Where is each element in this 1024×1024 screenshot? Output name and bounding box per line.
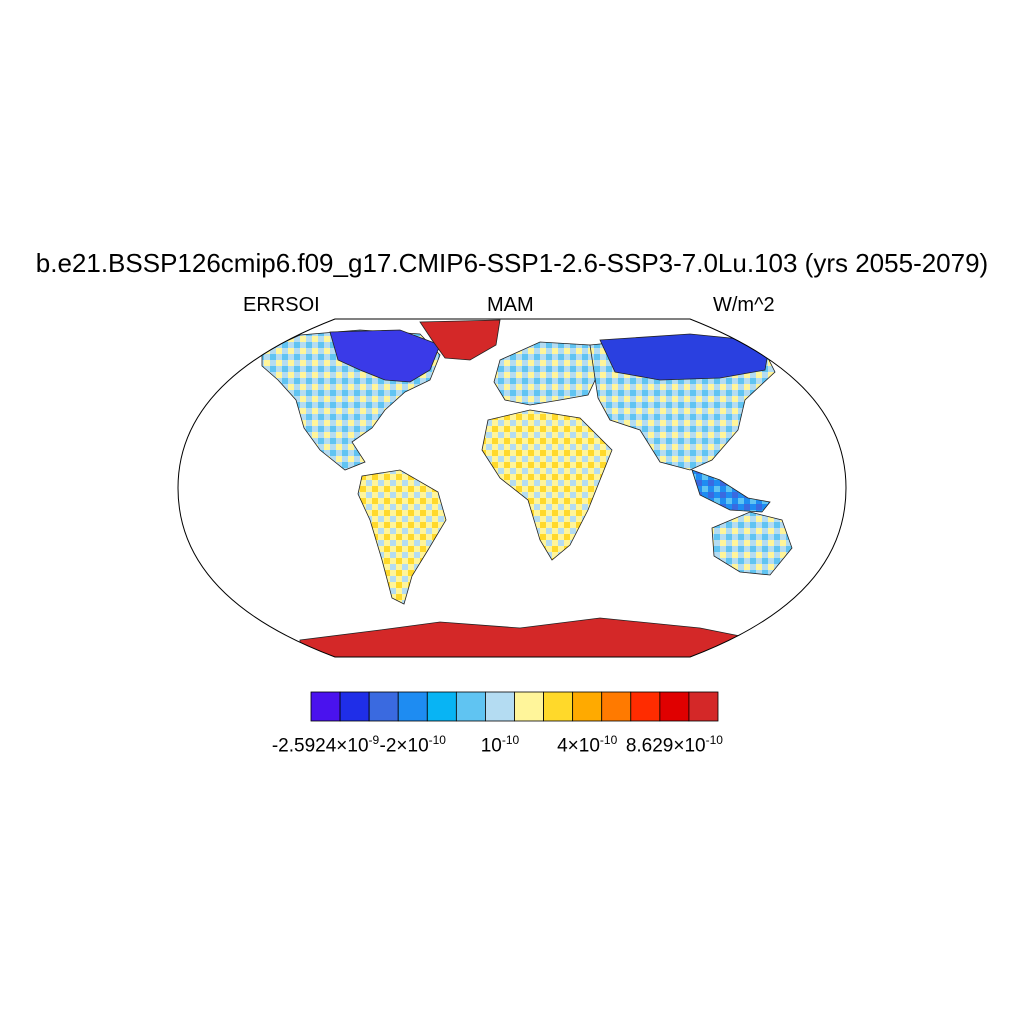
map-land-layer	[261, 319, 793, 657]
colorbar-swatch-13	[688, 691, 719, 722]
season-label: MAM	[487, 294, 534, 316]
antarctica	[299, 617, 761, 657]
colorbar-swatch-4	[426, 691, 457, 722]
colorbar-swatch-8	[543, 691, 574, 722]
colorbar-swatch-9	[572, 691, 603, 722]
colorbar-tick-label-0: -2.5924×10-9	[271, 733, 380, 757]
canada-arctic	[329, 329, 441, 383]
colorbar-swatch-11	[630, 691, 661, 722]
colorbar-tick-label-3: 4×10-10	[557, 733, 618, 757]
colorbar-swatch-12	[659, 691, 690, 722]
plot-title: b.e21.BSSP126cmip6.f09_g17.CMIP6-SSP1-2.…	[35, 248, 989, 278]
siberia	[599, 333, 771, 381]
colorbar-swatch-7	[514, 691, 544, 722]
colorbar-swatch-2	[368, 691, 399, 722]
colorbar-swatch-5	[455, 691, 486, 722]
colorbar-swatch-1	[339, 691, 370, 722]
globe-outline	[177, 318, 847, 658]
variable-label: ERRSOI	[243, 294, 320, 316]
colorbar-swatch-0	[310, 691, 341, 722]
colorbar-tick-label-2: 10-10	[480, 733, 520, 757]
units-label: W/m^2	[713, 294, 775, 316]
colorbar-swatch-10	[601, 691, 632, 722]
colorbar-swatch-6	[485, 691, 515, 722]
southeast-asia	[691, 469, 771, 513]
africa	[481, 409, 613, 561]
colorbar-tick-label-1: -2×10-10	[379, 733, 446, 757]
europe	[493, 341, 601, 406]
south-america	[357, 469, 447, 605]
colorbar-swatch-3	[397, 691, 428, 722]
australia	[711, 511, 793, 576]
greenland	[419, 319, 501, 361]
colorbar-tick-label-4: 8.629×10-10	[625, 733, 723, 757]
